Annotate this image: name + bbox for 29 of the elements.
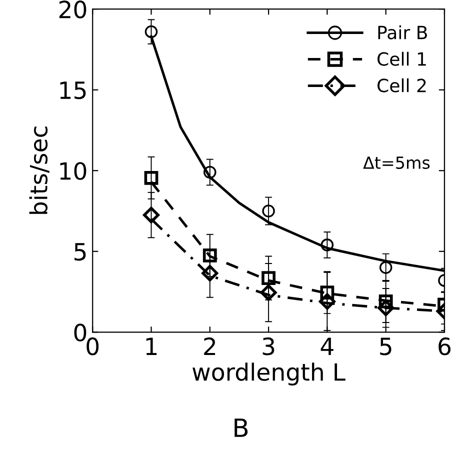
point bbox=[378, 294, 393, 308]
x-tick-label: 4 bbox=[320, 338, 334, 355]
legend-label: Pair B bbox=[378, 25, 427, 40]
legend-label: Cell 2 bbox=[378, 78, 426, 92]
point bbox=[378, 300, 394, 316]
legend-label: Cell 1 bbox=[378, 52, 426, 66]
point bbox=[142, 206, 160, 224]
x-tick-label: 0 bbox=[86, 337, 99, 356]
x-tick-label: 6 bbox=[438, 337, 451, 356]
y-tick-label: 15 bbox=[60, 82, 86, 100]
y-tick-label: 0 bbox=[74, 324, 86, 342]
point bbox=[320, 286, 334, 300]
x-axis-title: wordlength L bbox=[192, 362, 346, 386]
y-tick-label: 5 bbox=[74, 243, 86, 261]
x-tick-label: 1 bbox=[146, 338, 157, 355]
point bbox=[318, 293, 336, 310]
point bbox=[202, 248, 217, 262]
point bbox=[260, 284, 277, 301]
point bbox=[144, 170, 158, 185]
x-tick-label: 3 bbox=[262, 337, 274, 356]
x-tick-label: 2 bbox=[204, 337, 216, 355]
point bbox=[262, 271, 276, 285]
y-tick-label: 20 bbox=[59, 0, 86, 18]
annotation: Δt=5ms bbox=[363, 156, 430, 169]
text: B bbox=[234, 418, 248, 437]
x-tick-label: 5 bbox=[380, 338, 392, 356]
y-tick-label: 10 bbox=[60, 162, 86, 180]
y-axis-title: bits/sec bbox=[29, 126, 50, 214]
point bbox=[202, 264, 218, 282]
